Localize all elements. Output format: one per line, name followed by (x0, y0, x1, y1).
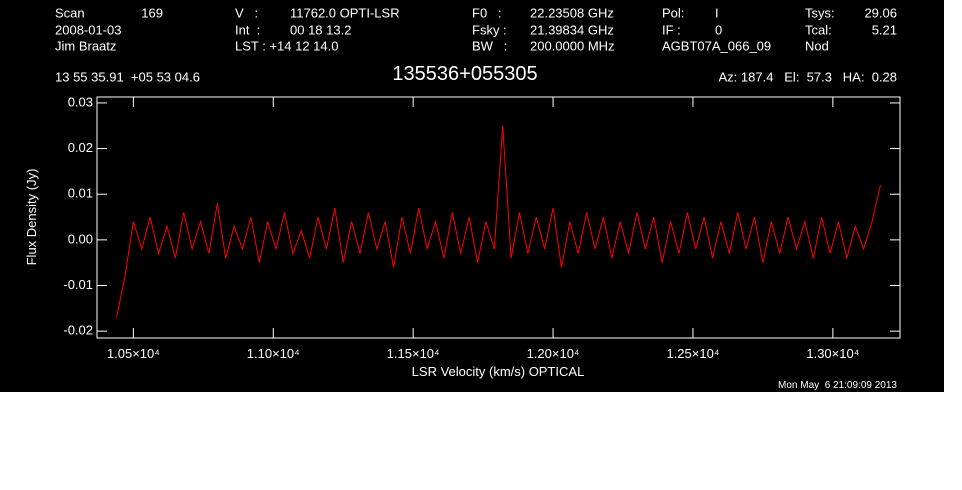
header-text: Tcal: (805, 22, 832, 37)
header-text: V : (235, 5, 258, 20)
y-tick-label: 0.03 (68, 94, 93, 109)
header-text: Jim Braatz (55, 38, 116, 53)
header-text: 200.0000 MHz (530, 38, 615, 53)
timestamp: Mon May 6 21:09:09 2013 (778, 380, 897, 391)
y-tick-label: 0.02 (68, 140, 93, 155)
header-text: 169 (141, 5, 163, 20)
x-tick-label: 1.15×10⁴ (387, 346, 440, 361)
background (0, 0, 944, 392)
x-tick-label: 1.25×10⁴ (666, 346, 719, 361)
x-tick-label: 1.05×10⁴ (107, 346, 160, 361)
header-text: Az: 187.4 El: 57.3 HA: 0.28 (719, 69, 898, 84)
spectrum-line (116, 125, 881, 318)
y-axis-label: Flux Density (Jy) (24, 169, 39, 266)
header-text: 0 (715, 22, 722, 37)
header-text: 11762.0 OPTI-LSR (290, 5, 400, 20)
header-text: BW : (472, 38, 507, 53)
header-text: AGBT07A_066_09 (662, 38, 771, 53)
y-tick-label: 0.00 (68, 231, 93, 246)
header-text: Tsys: (805, 5, 835, 20)
header-text: I (715, 5, 719, 20)
header-text: 21.39834 GHz (530, 22, 614, 37)
chart-title: 135536+055305 (392, 63, 537, 85)
header-text: 00 18 13.2 (290, 22, 351, 37)
header-text: F0 : (472, 5, 502, 20)
header-text: IF : (662, 22, 681, 37)
header-text: 22.23508 GHz (530, 5, 614, 20)
x-tick-label: 1.20×10⁴ (527, 346, 580, 361)
x-tick-label: 1.10×10⁴ (247, 346, 300, 361)
y-tick-label: 0.01 (68, 186, 93, 201)
header-text: 5.21 (872, 22, 897, 37)
header-text: Scan (55, 5, 85, 20)
header-text: Fsky : (472, 22, 507, 37)
plot-frame (96, 96, 901, 339)
header-text: 2008-01-03 (55, 22, 122, 37)
y-tick-label: -0.01 (63, 277, 93, 292)
header-text: Nod (805, 38, 829, 53)
header-text: 13 55 35.91 +05 53 04.6 (55, 69, 200, 84)
header-text: Int : (235, 22, 260, 37)
header-text: Pol: (662, 5, 684, 20)
header-text: LST : +14 12 14.0 (235, 38, 338, 53)
header-text: 29.06 (864, 5, 897, 20)
y-tick-label: -0.02 (63, 323, 93, 338)
x-tick-label: 1.30×10⁴ (806, 346, 859, 361)
x-axis-label: LSR Velocity (km/s) OPTICAL (412, 364, 585, 379)
